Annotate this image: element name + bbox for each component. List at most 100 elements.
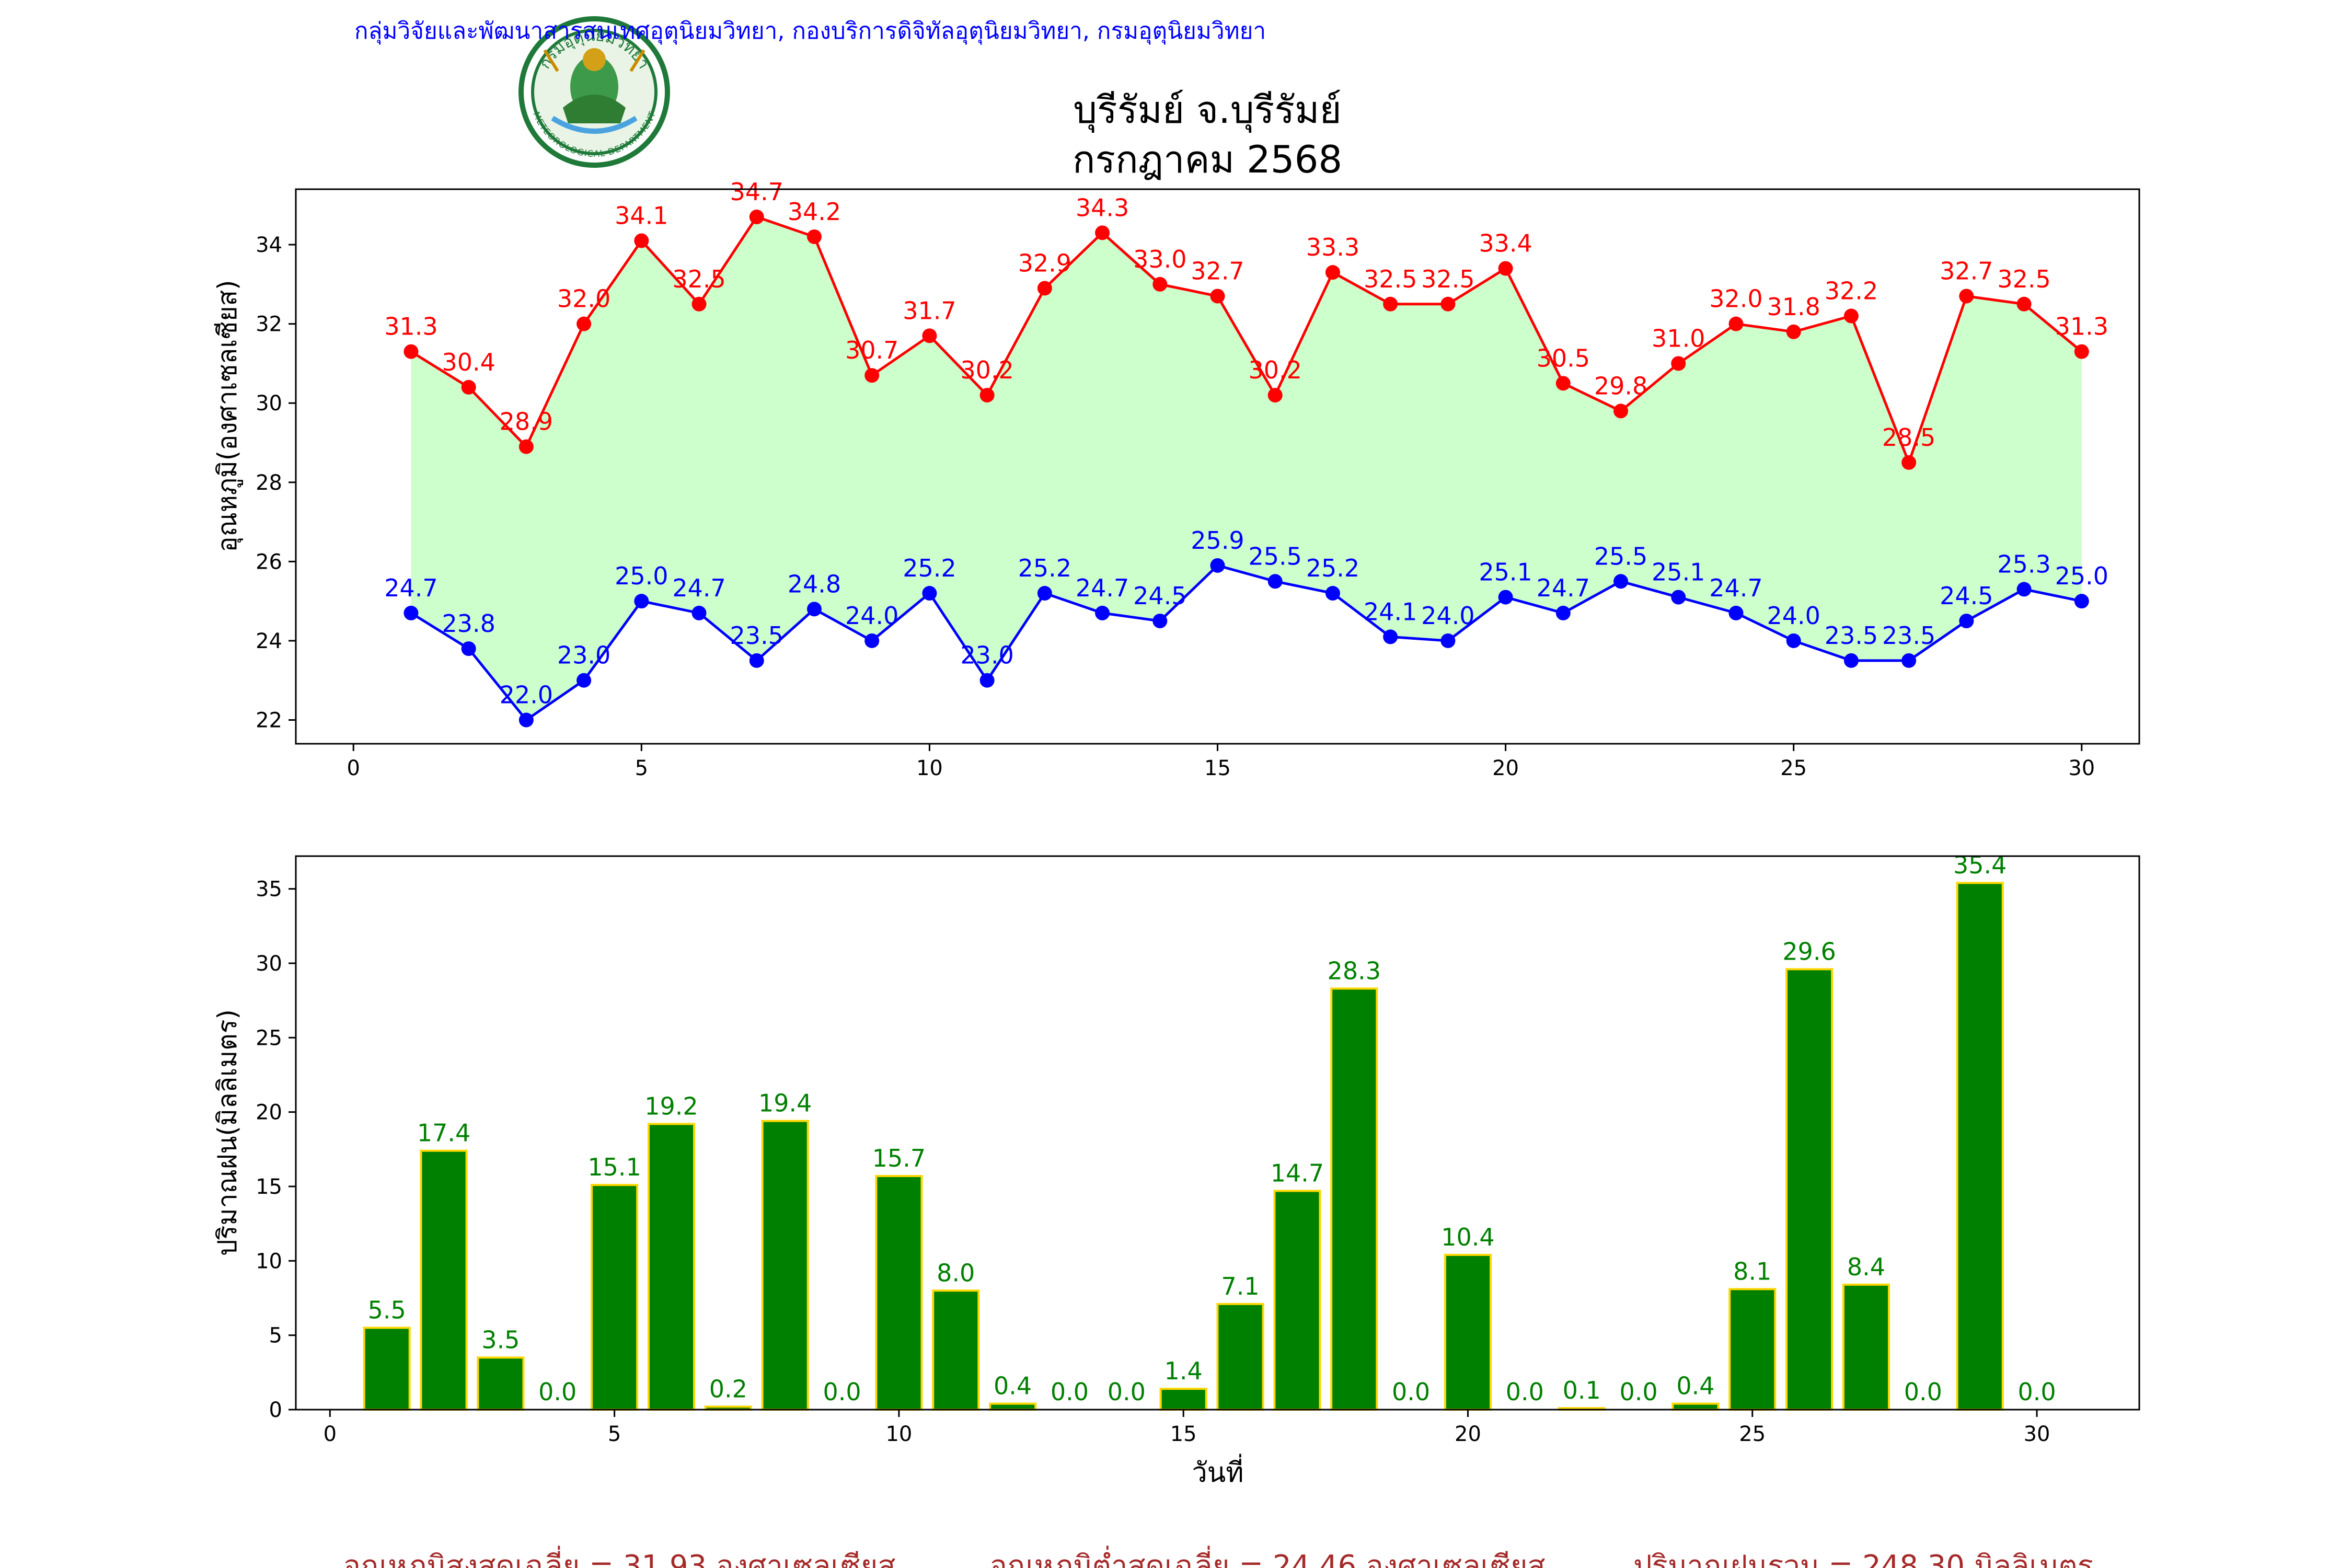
max-temperature-point: [1843, 308, 1859, 324]
max-temperature-point: [1440, 296, 1456, 312]
max-temperature-point: [1498, 261, 1513, 276]
summary-total-rain: ปริมาณฝนรวม = 248.30 มิลลิเมตร: [1633, 1549, 2093, 1568]
rainfall-ytick-label: 25: [256, 1026, 282, 1050]
max-temperature-label: 33.0: [1133, 245, 1186, 273]
rainfall-value-label: 19.4: [758, 1089, 812, 1117]
rainfall-bar: [1842, 1283, 1890, 1411]
max-temperature-point: [403, 344, 419, 359]
max-temperature-label: 30.2: [960, 356, 1013, 384]
rainfall-bar: [761, 1120, 809, 1411]
max-temperature-label: 32.2: [1825, 277, 1878, 305]
min-temperature-label: 23.5: [730, 621, 783, 650]
min-temperature-label: 24.7: [1537, 574, 1590, 602]
rainfall-bar: [1159, 1388, 1207, 1411]
rainfall-bar: [1728, 1288, 1777, 1411]
rainfall-xtick-label: 10: [885, 1422, 912, 1446]
max-temperature-point: [749, 210, 764, 225]
rainfall-ylabel: ปริมาณฝน(มิลลิเมตร): [212, 1009, 243, 1256]
rainfall-value-label: 0.4: [1676, 1372, 1714, 1400]
rainfall-panel: ปริมาณฝน(มิลลิเมตร) วันที่ 5.5 17.4 3.5 0.0…: [212, 851, 2140, 1489]
rainfall-bar: [932, 1289, 980, 1411]
rainfall-value-label: 0.0: [538, 1378, 577, 1406]
min-temperature-label: 24.0: [1767, 602, 1820, 630]
rainfall-ytick-label: 35: [256, 878, 282, 902]
max-temperature-label: 34.7: [730, 178, 783, 206]
min-temperature-point: [1325, 586, 1340, 601]
temperature-ytick-label: 32: [256, 313, 282, 337]
rainfall-bar: [1785, 968, 1834, 1411]
rainfall-value-label: 14.7: [1271, 1159, 1324, 1187]
temperature-ylabel: อุณหภูมิ(องศาเซลเซียส): [212, 280, 243, 552]
rainfall-value-label: 0.0: [823, 1378, 861, 1406]
max-temperature-label: 32.0: [1709, 285, 1762, 313]
rainfall-value-label: 0.0: [1506, 1378, 1544, 1406]
min-temperature-label: 24.0: [1421, 602, 1474, 630]
min-temperature-label: 23.0: [960, 641, 1013, 670]
max-temperature-point: [1383, 296, 1398, 312]
rainfall-value-label: 35.4: [1953, 851, 2007, 879]
rainfall-value-label: 0.0: [1051, 1378, 1089, 1406]
rainfall-bar: [989, 1402, 1037, 1411]
max-temperature-label: 29.8: [1594, 372, 1647, 400]
temperature-xtick-label: 25: [1780, 756, 1807, 780]
rainfall-ytick-label: 20: [256, 1101, 282, 1125]
min-temperature-label: 25.5: [1594, 542, 1647, 570]
min-temperature-point: [1671, 590, 1686, 605]
rainfall-bar: [477, 1356, 525, 1411]
rainfall-value-label: 7.1: [1221, 1272, 1259, 1300]
rainfall-bar: [1216, 1302, 1264, 1411]
rainfall-bar: [363, 1327, 411, 1411]
max-temperature-point: [2074, 344, 2089, 359]
min-temperature-label: 24.5: [1133, 582, 1186, 610]
min-temperature-point: [979, 673, 995, 688]
min-temperature-point: [864, 633, 880, 648]
rainfall-xtick-label: 0: [324, 1422, 337, 1446]
temperature-ytick-label: 26: [256, 550, 282, 574]
min-temperature-point: [461, 641, 476, 656]
summary-avg-max: อุณหภูมิสูงสุดเฉลี่ย = 31.93 องศาเซลเซีย…: [343, 1546, 895, 1568]
max-temperature-point: [1325, 265, 1340, 280]
rainfall-value-label: 5.5: [368, 1296, 406, 1324]
max-temperature-label: 33.4: [1479, 229, 1532, 258]
max-temperature-label: 32.5: [1364, 265, 1417, 293]
rainfall-ytick-label: 0: [269, 1398, 282, 1422]
rainfall-value-label: 10.4: [1441, 1223, 1494, 1251]
rainfall-plot-frame: [295, 855, 2140, 1411]
max-temperature-point: [922, 328, 937, 343]
min-temperature-point: [2016, 582, 2032, 597]
max-temperature-point: [1671, 356, 1686, 371]
rainfall-value-label: 0.2: [709, 1375, 747, 1403]
min-temperature-point: [1498, 590, 1513, 605]
max-temperature-point: [1152, 276, 1168, 292]
max-temperature-label: 31.3: [2055, 313, 2108, 341]
max-temperature-point: [1037, 281, 1052, 296]
temperature-xtick-label: 15: [1204, 756, 1231, 780]
rainfall-ytick-label: 30: [256, 952, 282, 976]
max-temperature-label: 34.2: [788, 198, 841, 226]
max-temperature-point: [2016, 296, 2032, 312]
max-temperature-point: [979, 388, 995, 403]
rainfall-bar: [1273, 1190, 1321, 1411]
max-temperature-point: [1959, 289, 1974, 304]
max-temperature-label: 30.7: [845, 336, 898, 364]
min-temperature-point: [1440, 633, 1456, 648]
temperature-xtick-label: 0: [347, 756, 360, 780]
rainfall-xtick-label: 5: [608, 1422, 621, 1446]
chart-title-line1: บุรีรัมย์ จ.บุรีรัมย์: [1073, 88, 1341, 133]
max-temperature-point: [1095, 225, 1110, 240]
temperature-xtick-label: 5: [635, 756, 648, 780]
max-temperature-label: 32.5: [1997, 265, 2050, 293]
min-temperature-label: 25.3: [1997, 550, 2050, 578]
max-temperature-point: [461, 379, 476, 395]
max-temperature-label: 33.3: [1306, 233, 1359, 261]
min-temperature-line: [410, 564, 2082, 722]
max-temperature-label: 31.8: [1767, 293, 1820, 321]
temperature-xtick-label: 30: [2068, 756, 2095, 780]
credit-text: กลุ่มวิจัยและพัฒนาสารสนเทศอุตุนิยมวิทยา,…: [354, 18, 1266, 45]
rainfall-value-label: 17.4: [417, 1119, 470, 1147]
min-temperature-point: [1728, 605, 1744, 620]
min-temperature-label: 23.5: [1882, 621, 1935, 650]
max-temperature-label: 28.5: [1882, 423, 1935, 452]
rainfall-value-label: 8.1: [1733, 1257, 1771, 1285]
max-temperature-label: 32.5: [672, 265, 725, 293]
